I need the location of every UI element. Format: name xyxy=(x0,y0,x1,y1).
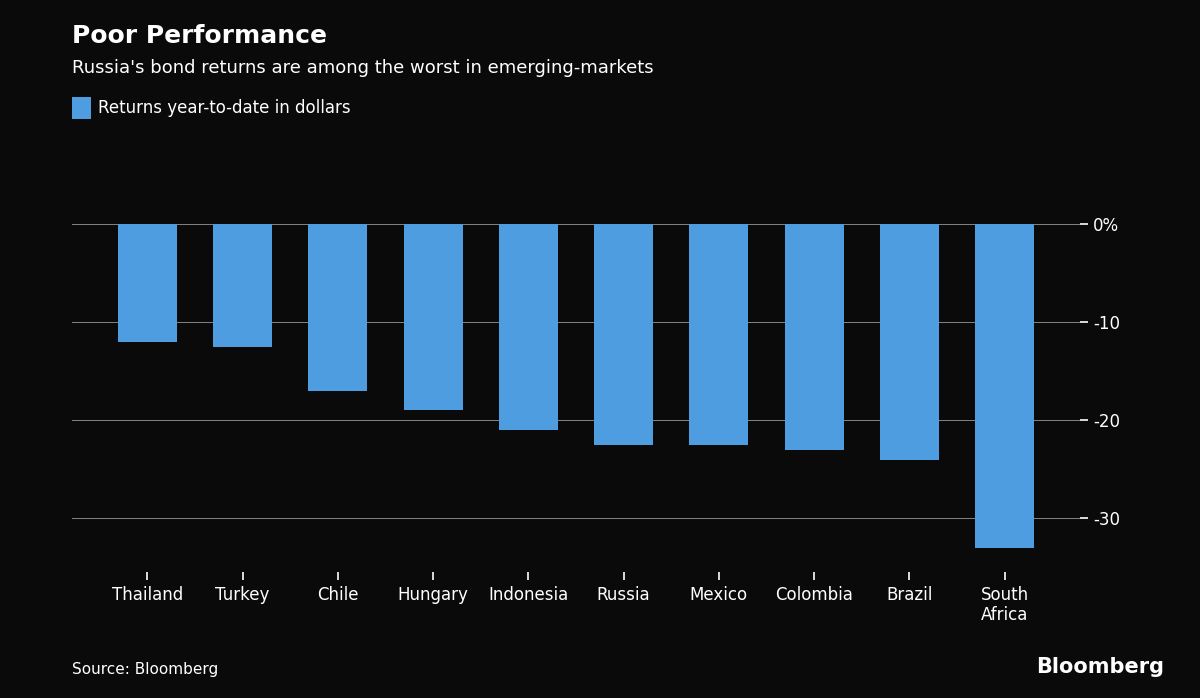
Text: Source: Bloomberg: Source: Bloomberg xyxy=(72,662,218,677)
Bar xyxy=(308,224,367,391)
Text: Poor Performance: Poor Performance xyxy=(72,24,326,48)
Bar xyxy=(785,224,844,450)
Bar xyxy=(976,224,1034,548)
Text: Russia's bond returns are among the worst in emerging-markets: Russia's bond returns are among the wors… xyxy=(72,59,654,77)
Bar xyxy=(214,224,272,347)
Bar xyxy=(403,224,463,410)
Bar xyxy=(880,224,938,459)
FancyBboxPatch shape xyxy=(72,97,91,119)
Bar xyxy=(499,224,558,430)
Bar xyxy=(118,224,176,342)
Text: Bloomberg: Bloomberg xyxy=(1036,657,1164,677)
Text: Returns year-to-date in dollars: Returns year-to-date in dollars xyxy=(98,99,352,117)
Bar xyxy=(594,224,653,445)
Bar xyxy=(689,224,749,445)
